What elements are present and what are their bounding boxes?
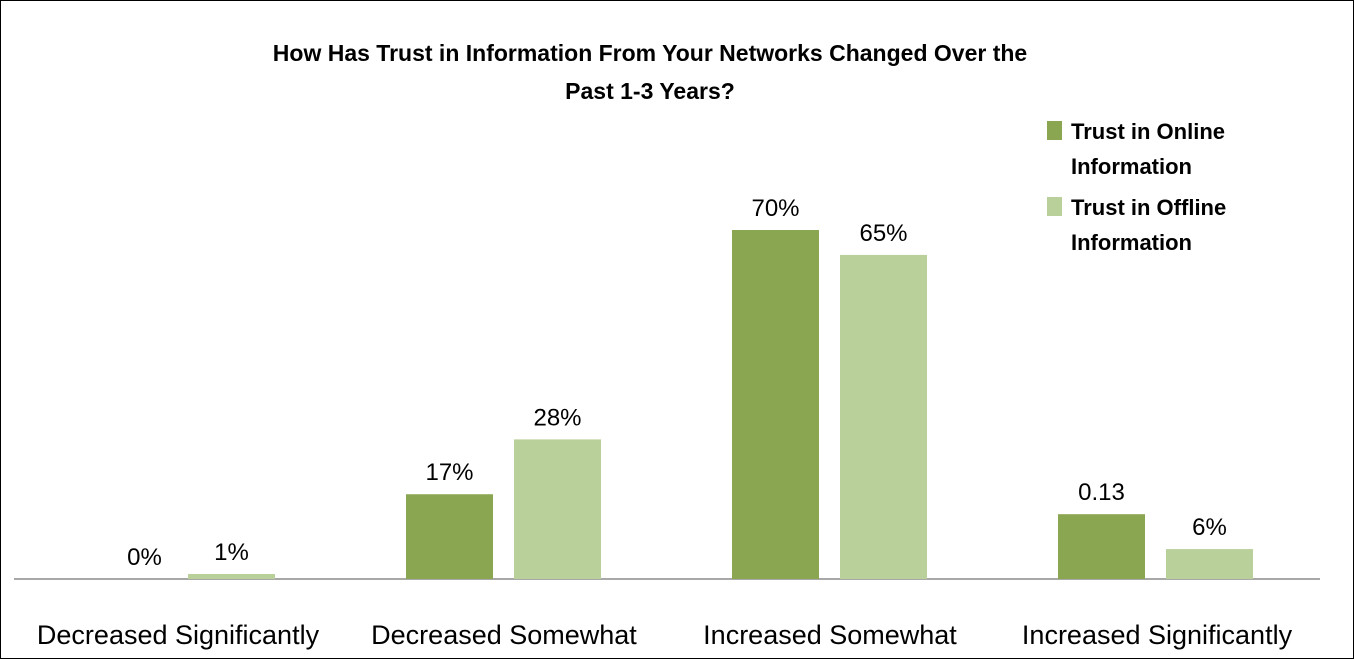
legend-label: Trust in Online Information [1071, 119, 1225, 179]
data-label: 0% [127, 544, 162, 571]
data-label: 28% [533, 404, 581, 431]
data-label: 1% [214, 539, 249, 566]
data-label: 0.13 [1078, 479, 1125, 506]
bar-online-3 [732, 230, 819, 579]
data-label: 17% [425, 459, 473, 486]
legend-swatch [1047, 121, 1062, 140]
category-label: Decreased Somewhat [371, 620, 637, 650]
bar-offline-3 [840, 254, 927, 579]
legend-swatch [1047, 197, 1062, 216]
data-label: 65% [859, 220, 907, 247]
category-label: Increased Significantly [1022, 620, 1293, 650]
data-label: 70% [751, 195, 799, 222]
bar-offline-2 [514, 439, 601, 579]
chart-title: How Has Trust in Information From Your N… [272, 40, 1028, 104]
legend-label: Trust in Offline Information [1071, 195, 1226, 255]
category-label: Decreased Significantly [37, 620, 320, 650]
category-label: Increased Somewhat [703, 620, 957, 650]
bar-offline-1 [188, 574, 275, 579]
bar-offline-4 [1166, 549, 1253, 579]
data-label: 6% [1192, 514, 1227, 541]
bar-online-4 [1058, 514, 1145, 579]
bar-online-2 [406, 494, 493, 579]
